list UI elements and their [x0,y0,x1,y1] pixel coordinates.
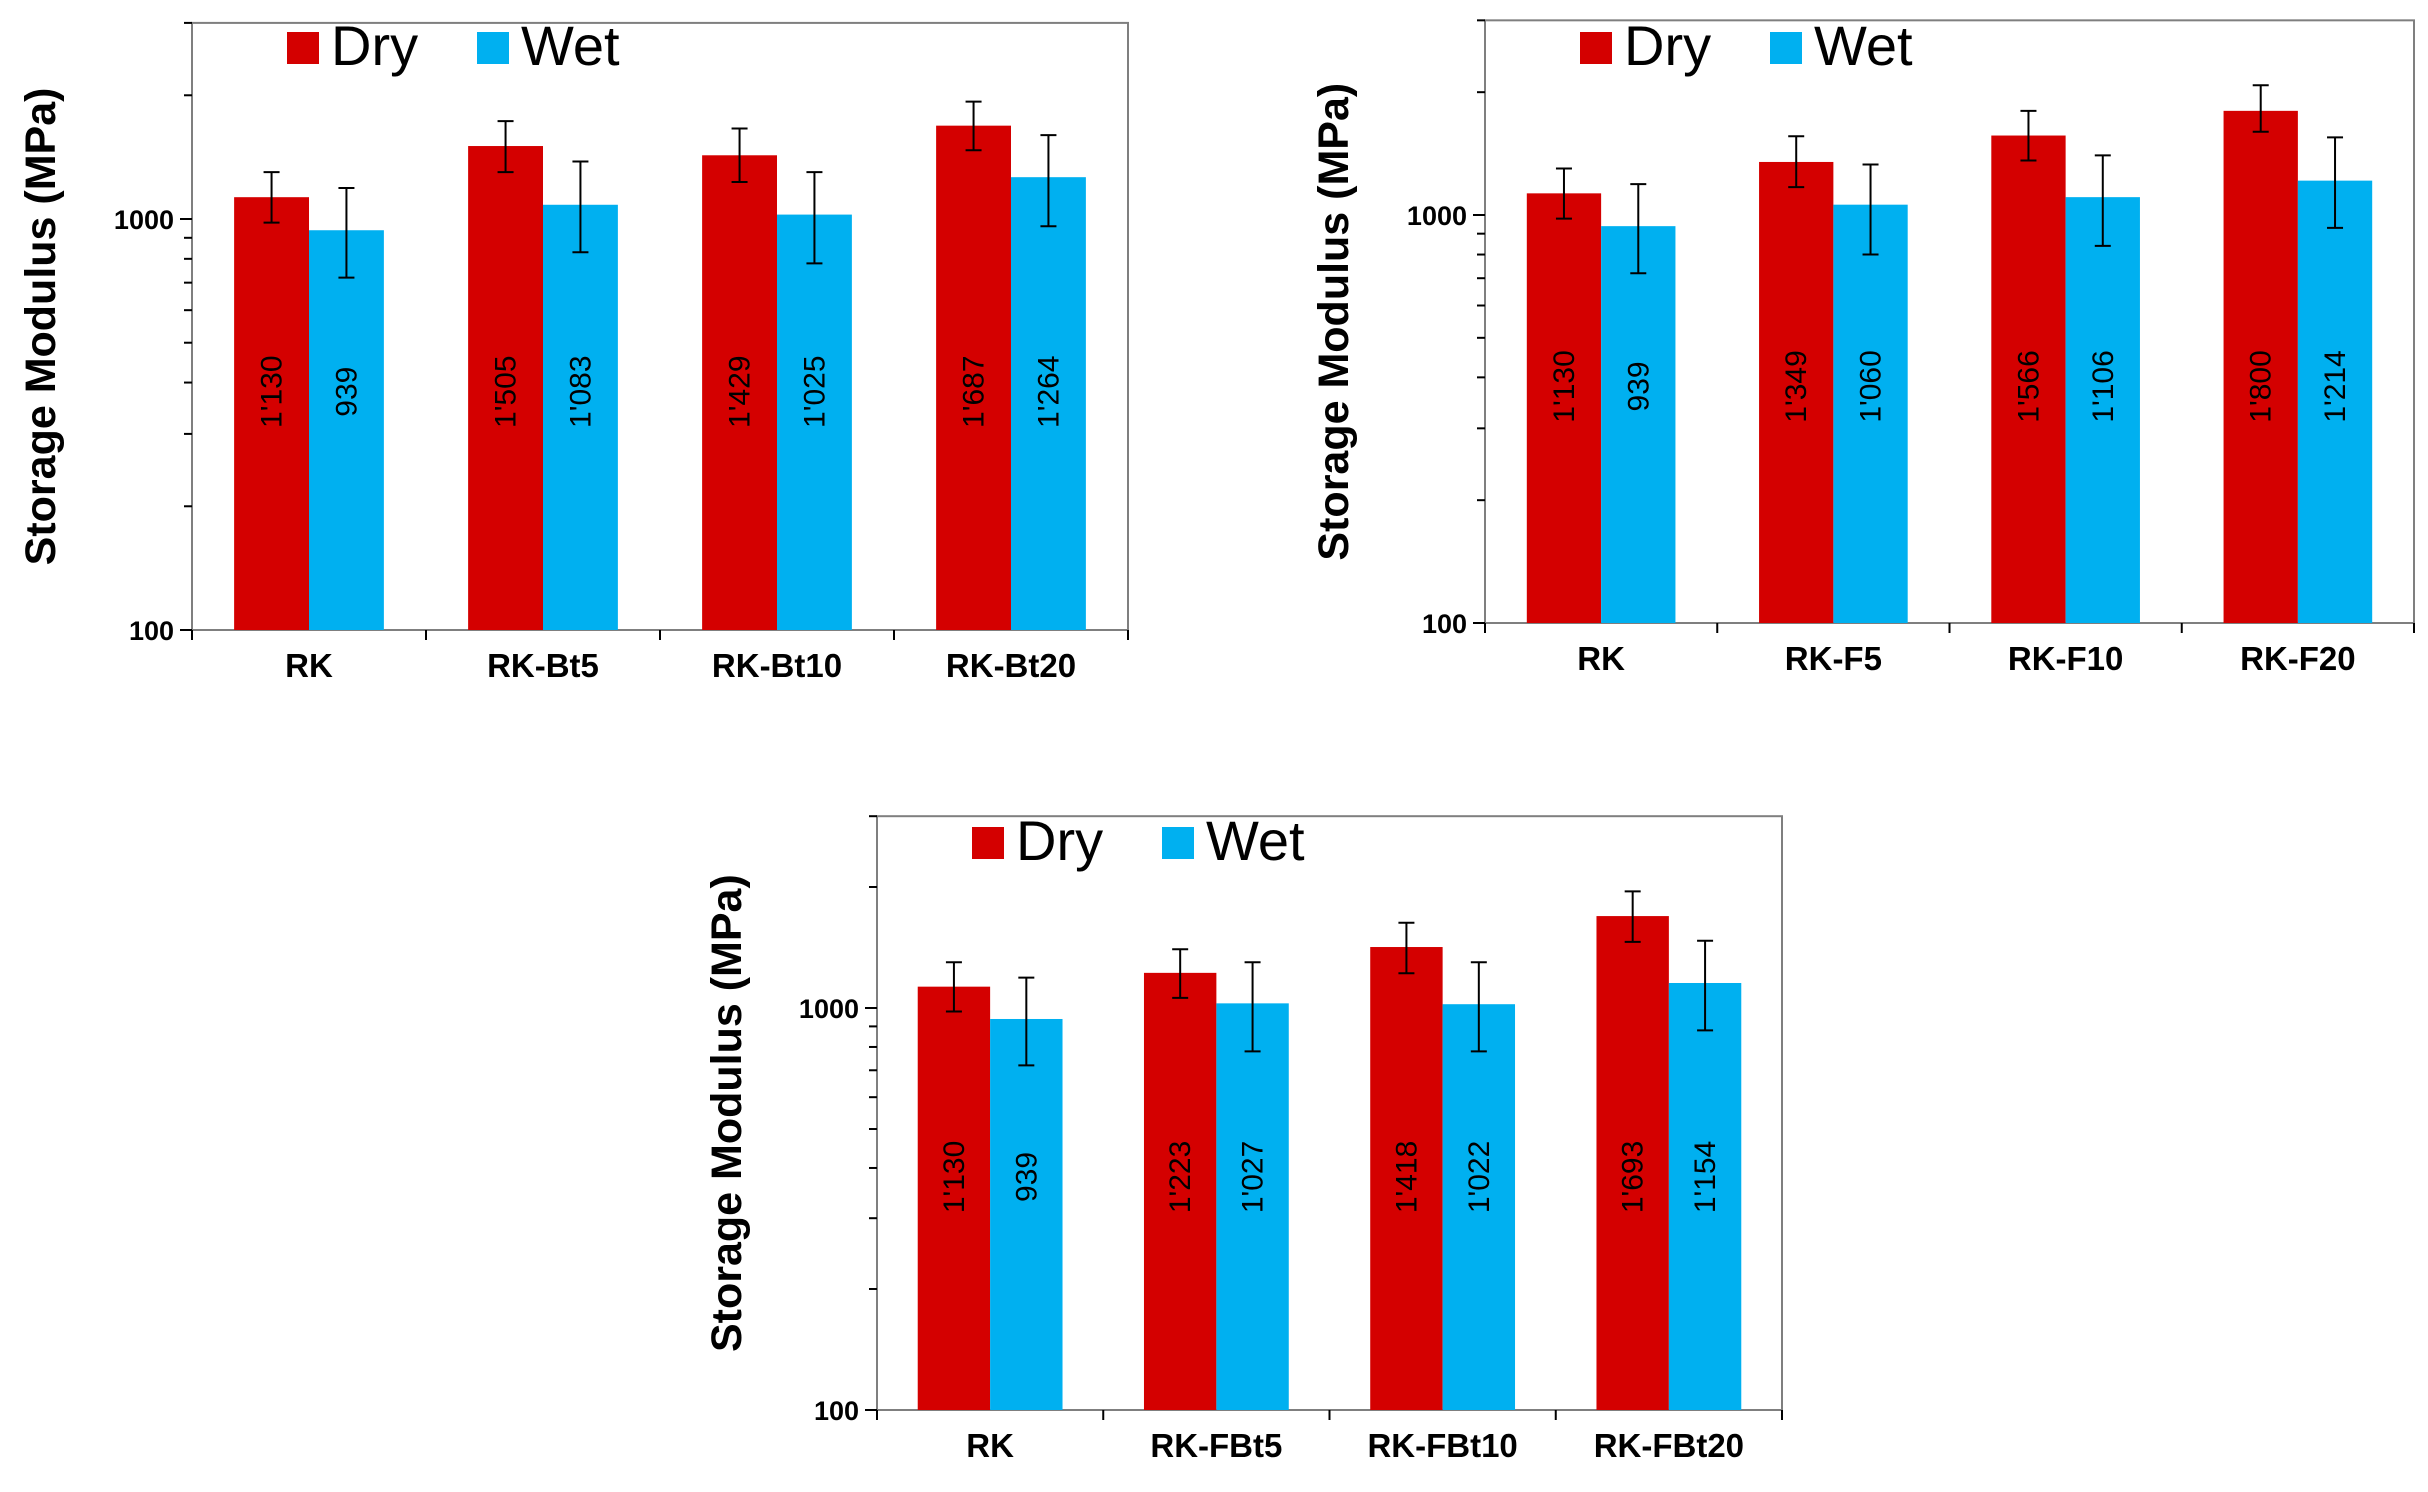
y-tick-label: 1000 [114,205,174,235]
data-label: 939 [1622,361,1655,411]
chart-panel-2: 100 1000 Storage Modulus (MPa) 1'130 939 RK 1'… [1310,14,2415,677]
y-axis-label: Storage Modulus (MPa) [17,88,65,566]
y-tick-label: 1000 [799,994,859,1024]
data-label: 939 [1010,1152,1043,1202]
data-label: 1'429 [724,355,757,427]
bar-dry-rk-fbt10 [1370,947,1443,1410]
legend-label-dry: Dry [1016,809,1103,872]
data-label: 1'349 [1780,350,1813,422]
bar-dry-rk-bt5 [468,146,543,630]
data-label: 1'130 [1548,350,1581,422]
bar-wet-rk-f20 [2297,180,2373,623]
data-label: 1'264 [1032,355,1065,427]
data-label: 1'106 [2087,350,2120,422]
x-category-label: RK [1577,640,1625,677]
bar-wet-rk [1601,226,1676,623]
data-label: 1'027 [1237,1141,1270,1213]
bar-wet-rk-fbt20 [1668,982,1742,1410]
data-label: 1'693 [1617,1141,1650,1213]
bar-dry-rk-f5 [1759,161,1834,623]
x-category-label: RK-F5 [1785,640,1882,677]
y-tick-label: 100 [129,616,174,646]
x-category-label: RK-FBt10 [1367,1427,1517,1464]
legend-swatch-dry [1580,32,1612,64]
data-label: 1'800 [2245,350,2278,422]
chart-panel-3: 100 1000 Storage Modulus (MPa) 1'130 939 RK 1'… [703,809,1783,1464]
x-category-label: RK [966,1427,1014,1464]
y-axis-label: Storage Modulus (MPa) [703,874,751,1352]
bar-dry-rk [1526,193,1602,623]
data-label: 1'687 [958,355,991,427]
y-tick-label: 100 [814,1396,859,1426]
data-label: 1'154 [1689,1141,1722,1213]
data-label: 1'083 [564,355,597,427]
data-label: 1'566 [2012,350,2045,422]
bar-dry-rk [234,197,309,630]
legend: Dry Wet [287,14,620,77]
legend: Dry Wet [972,809,1305,872]
bar-wet-rk-f10 [2065,197,2140,624]
data-label: 1'130 [256,355,289,427]
legend-label-dry: Dry [1624,14,1711,77]
data-label: 1'060 [1855,350,1888,422]
x-category-label: RK-FBt20 [1594,1427,1744,1464]
bar-dry-rk-bt20 [936,125,1011,630]
bar-dry-rk-fbt5 [1143,972,1217,1410]
bar-wet-rk-fbt5 [1216,1003,1289,1410]
legend-swatch-wet [1770,32,1802,64]
bar-wet-rk-bt10 [777,214,852,630]
bar-wet-rk [990,1018,1063,1410]
y-tick-label: 100 [1422,609,1467,639]
y-axis-label: Storage Modulus (MPa) [1310,83,1358,561]
data-label: 1'214 [2319,350,2352,422]
bar-wet-rk-bt5 [543,204,618,630]
data-label: 1'223 [1164,1141,1197,1213]
legend: Dry Wet [1580,14,1913,77]
x-category-label: RK-Bt5 [487,647,599,684]
bar-wet-rk-f5 [1833,204,1908,623]
bar-wet-rk-bt20 [1011,177,1086,630]
y-tick-label: 1000 [1407,201,1467,231]
bar-dry-rk-bt10 [702,155,777,631]
legend-label-wet: Wet [1814,14,1913,77]
legend-label-wet: Wet [1206,809,1305,872]
data-label: 939 [330,367,363,417]
data-label: 1'022 [1463,1141,1496,1213]
chart-panel-1: 100 1000 Storage Modulus (MPa) 1'130 939 RK 1'… [17,14,1129,684]
bar-dry-rk-f20 [2223,110,2298,623]
bar-wet-rk [309,230,384,630]
bar-dry-rk [917,986,991,1410]
bar-wet-rk-fbt10 [1442,1004,1516,1410]
bar-dry-rk-f10 [1991,135,2066,623]
x-category-label: RK-F10 [2008,640,2124,677]
legend-label-wet: Wet [521,14,620,77]
x-category-label: RK-Bt10 [712,647,842,684]
data-label: 1'130 [938,1141,971,1213]
x-category-label: RK-Bt20 [946,647,1076,684]
legend-swatch-wet [477,32,509,64]
x-category-label: RK-F20 [2240,640,2356,677]
x-category-label: RK [285,647,333,684]
legend-swatch-wet [1162,827,1194,859]
x-category-label: RK-FBt5 [1150,1427,1282,1464]
data-label: 1'505 [490,355,523,427]
legend-label-dry: Dry [331,14,418,77]
legend-swatch-dry [972,827,1004,859]
bar-dry-rk-fbt20 [1596,916,1669,1410]
legend-swatch-dry [287,32,319,64]
data-label: 1'025 [798,355,831,427]
data-label: 1'418 [1390,1141,1423,1213]
